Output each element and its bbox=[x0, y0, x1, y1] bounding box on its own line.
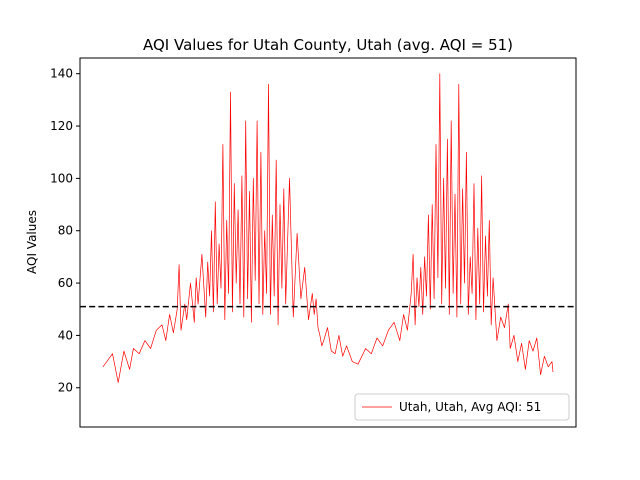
chart-legend: Utah, Utah, Avg AQI: 51 bbox=[354, 393, 570, 421]
y-tick-label: 60 bbox=[58, 276, 73, 290]
y-tick-label: 140 bbox=[50, 67, 73, 81]
legend-series-label: Utah, Utah, Avg AQI: 51 bbox=[399, 400, 541, 414]
y-tick-label: 20 bbox=[58, 381, 73, 395]
y-tick-label: 40 bbox=[58, 328, 73, 342]
plot-area-frame bbox=[79, 57, 577, 428]
y-tick-label: 120 bbox=[50, 119, 73, 133]
y-tick-label: 100 bbox=[50, 171, 73, 185]
legend-box bbox=[354, 393, 570, 421]
y-axis-ticks: 20 40 60 80 100 120 140 bbox=[50, 67, 80, 395]
y-tick-label: 80 bbox=[58, 224, 73, 238]
aqi-series-line bbox=[102, 73, 554, 383]
y-axis-label: AQI Values bbox=[25, 210, 39, 274]
chart-title: AQI Values for Utah County, Utah (avg. A… bbox=[143, 36, 513, 54]
